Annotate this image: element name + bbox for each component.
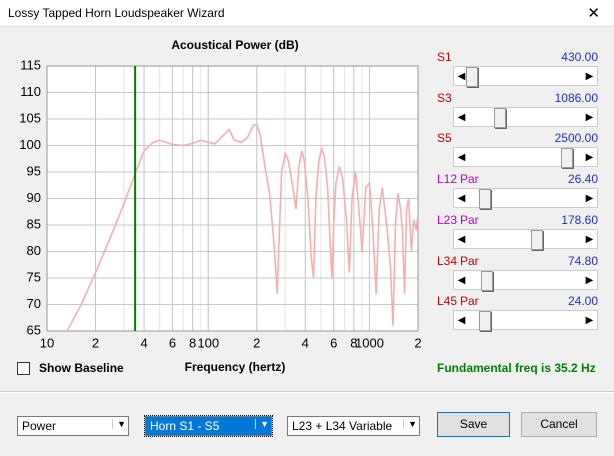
x-tick-label: 8	[189, 335, 196, 350]
slider-value: 2500.00	[554, 131, 598, 146]
slider-value: 178.60	[561, 212, 598, 227]
cancel-button[interactable]: Cancel	[521, 412, 597, 437]
x-axis-label: Frequency (hertz)	[185, 360, 286, 374]
x-tick-label: 2	[253, 335, 260, 350]
arrow-right[interactable]: ▶	[585, 274, 594, 286]
x-tick-label: 6	[169, 335, 176, 350]
slider-thumb[interactable]	[494, 107, 506, 128]
arrow-right[interactable]: ▶	[585, 152, 594, 164]
arrow-left[interactable]: ◀	[457, 111, 466, 123]
arrow-right[interactable]: ▶	[585, 193, 594, 205]
x-tick-label: 4	[140, 335, 147, 350]
arrow-left[interactable]: ◀	[457, 315, 466, 327]
y-tick-label: 115	[20, 57, 41, 72]
slider-label-suffix: Par	[460, 294, 479, 309]
slider-value: 24.00	[567, 294, 598, 309]
slider-value: 1086.00	[554, 90, 598, 105]
arrow-left[interactable]: ◀	[457, 233, 466, 245]
slider-thumb[interactable]	[481, 270, 493, 291]
y-tick-label: 90	[27, 190, 41, 205]
x-tick-label: 10	[40, 335, 54, 350]
slider-label: L34	[437, 253, 458, 268]
close-button[interactable]: ✕	[587, 5, 600, 22]
slider[interactable]: ◀ ▶	[453, 228, 598, 250]
x-tick-label: 4	[302, 335, 309, 350]
save-button[interactable]: Save	[437, 412, 510, 437]
x-tick-label: 8	[350, 335, 357, 350]
slider-value: 26.40	[567, 172, 598, 187]
slider-label: L12	[437, 172, 458, 187]
slider[interactable]: ◀ ▶	[453, 106, 598, 128]
dropdown[interactable]: L23 + L34 Variable	[287, 416, 420, 436]
x-tick-label: 6	[330, 335, 337, 350]
checkbox-label[interactable]: Show Baseline	[39, 361, 124, 375]
x-tick-label: 100	[197, 335, 219, 350]
arrow-right[interactable]: ▶	[585, 71, 594, 82]
slider[interactable]: ◀ ▶	[453, 66, 598, 87]
separator	[0, 391, 614, 393]
slider[interactable]: ◀ ▶	[453, 188, 598, 210]
slider-label: S5	[437, 131, 452, 146]
y-tick-label: 100	[19, 137, 41, 152]
slider[interactable]: ◀ ▶	[453, 310, 598, 332]
dropdown[interactable]: Horn S1 - S5	[144, 415, 273, 437]
arrow-right[interactable]: ▶	[585, 233, 594, 245]
x-tick-label: 1000	[355, 335, 384, 350]
chart: Acoustical Power (dB) Frequency (hertz) …	[19, 38, 421, 374]
slider-thumb[interactable]	[531, 229, 543, 250]
chart-title: Acoustical Power (dB)	[171, 38, 298, 52]
y-tick-label: 70	[27, 296, 41, 311]
slider-label-suffix: Par	[460, 212, 479, 227]
y-tick-label: 110	[20, 84, 41, 99]
slider-label: L23	[437, 212, 458, 227]
slider-value: 430.00	[561, 50, 598, 64]
arrow-left[interactable]: ◀	[457, 193, 466, 205]
arrow-right[interactable]: ▶	[585, 111, 594, 123]
slider-value: 74.80	[567, 253, 598, 268]
dropdown[interactable]: Power	[17, 416, 129, 436]
response-line	[66, 123, 418, 331]
arrow-right[interactable]: ▶	[585, 315, 594, 327]
window-title: Lossy Tapped Horn Loudspeaker Wizard	[8, 6, 225, 20]
y-tick-label: 80	[27, 243, 41, 258]
slider-label-suffix: Par	[460, 172, 479, 187]
plot-frame	[46, 65, 419, 332]
arrow-left[interactable]: ◀	[457, 71, 466, 82]
status-text: Fundamental freq is 35.2 Hz	[437, 361, 596, 375]
slider-label: L45	[437, 294, 458, 309]
slider-label: S3	[437, 90, 452, 105]
slider-label: S1	[437, 50, 452, 64]
slider-label-suffix: Par	[460, 253, 479, 268]
arrow-left[interactable]: ◀	[457, 152, 466, 164]
y-tick-label: 85	[27, 216, 41, 231]
y-tick-label: 65	[27, 322, 41, 337]
slider-thumb[interactable]	[561, 148, 573, 169]
y-tick-label: 105	[19, 110, 41, 125]
slider-thumb[interactable]	[479, 189, 491, 210]
x-tick-label: 2	[414, 335, 421, 350]
y-tick-label: 75	[27, 269, 41, 284]
slider[interactable]: ◀ ▶	[453, 269, 598, 291]
title-bar: Lossy Tapped Horn Loudspeaker Wizard ✕	[0, 0, 614, 27]
x-tick-label: 2	[92, 335, 99, 350]
y-tick-label: 95	[27, 163, 41, 178]
checkbox[interactable]	[17, 362, 30, 375]
arrow-left[interactable]: ◀	[457, 274, 466, 286]
slider-thumb[interactable]	[479, 311, 491, 332]
slider[interactable]: ◀ ▶	[453, 147, 598, 169]
slider-thumb[interactable]	[466, 67, 478, 87]
